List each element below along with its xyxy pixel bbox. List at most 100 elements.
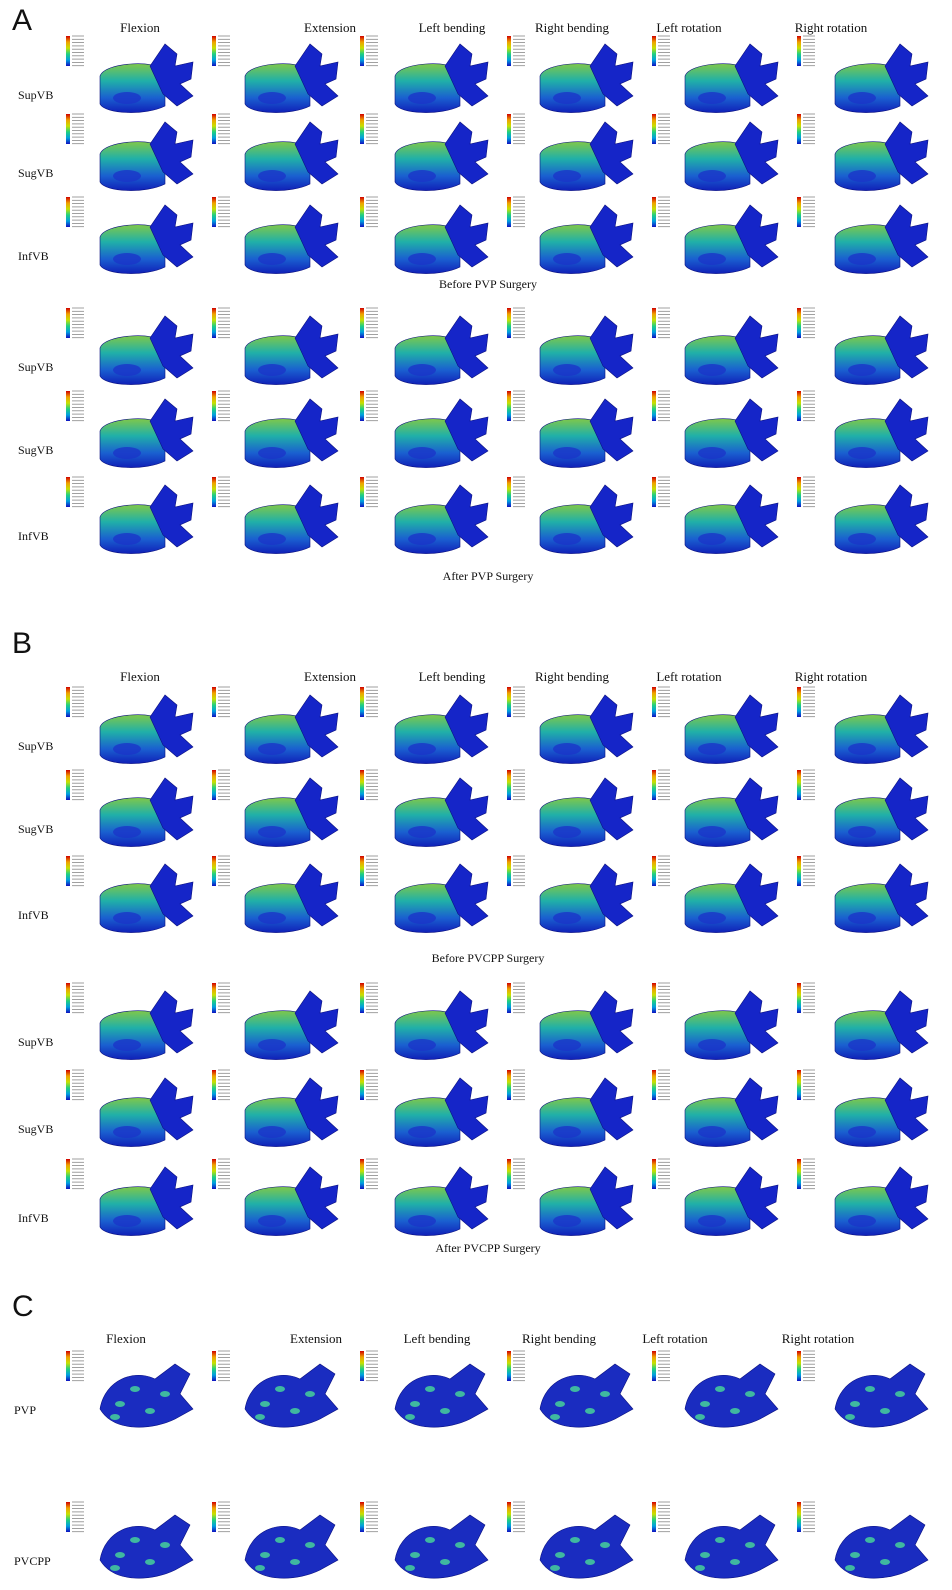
color-legend [212,477,216,507]
row-label: SugVB [18,822,53,836]
vertebra-image [685,1078,778,1147]
column-header: Right bending [522,1331,597,1346]
low-stress-region [408,1039,436,1051]
color-legend [507,1351,511,1381]
stress-spot [425,1537,435,1543]
vertebra-image [395,399,488,468]
low-stress-region [848,364,876,376]
color-legend [66,687,70,717]
low-stress-region [258,912,286,924]
column-header: Flexion [120,669,160,684]
vertebra-image [245,399,338,468]
stress-spot [305,1391,315,1397]
low-stress-region [408,1215,436,1227]
stress-spot [895,1542,905,1548]
vertebra-image [685,1167,778,1236]
stress-spot [700,1552,710,1558]
vertebra-image [395,695,488,764]
color-legend [797,1351,801,1381]
low-stress-region [698,92,726,104]
low-stress-region [698,826,726,838]
column-header: Extension [290,1331,342,1346]
color-legend [360,308,364,338]
low-stress-region [848,743,876,755]
low-stress-region [553,743,581,755]
group-caption: After PVP Surgery [443,569,534,583]
color-legend [360,114,364,144]
low-stress-region [258,743,286,755]
low-stress-region [258,447,286,459]
column-header: Extension [304,669,356,684]
color-legend [507,391,511,421]
row-label: SupVB [18,360,53,374]
color-legend [507,1502,511,1532]
vertebra-image [395,991,488,1060]
row-label: InfVB [18,529,49,543]
low-stress-region [848,1039,876,1051]
low-stress-region [113,826,141,838]
color-legend [507,477,511,507]
vertebra-image [245,1515,338,1578]
low-stress-region [258,1039,286,1051]
vertebra-image [685,485,778,554]
vertebra-image [685,1364,778,1427]
row-label: SugVB [18,443,53,457]
low-stress-region [698,253,726,265]
color-legend [797,477,801,507]
row-label: InfVB [18,908,49,922]
low-stress-region [113,533,141,545]
color-legend [652,114,656,144]
color-legend [360,770,364,800]
low-stress-region [698,533,726,545]
stress-spot [550,1565,560,1571]
low-stress-region [698,170,726,182]
stress-spot [260,1552,270,1558]
column-header: Left rotation [656,20,722,35]
column-header: Flexion [120,20,160,35]
column-header: Right bending [535,669,610,684]
column-header: Left bending [404,1331,471,1346]
vertebra-image [100,1364,193,1427]
color-legend [797,1502,801,1532]
stress-spot [550,1414,560,1420]
color-legend [212,1502,216,1532]
vertebra-image [540,485,633,554]
color-legend [652,1070,656,1100]
vertebra-image [540,1167,633,1236]
vertebra-image [245,316,338,385]
stress-spot [110,1414,120,1420]
low-stress-region [113,253,141,265]
color-legend [797,391,801,421]
low-stress-region [113,1126,141,1138]
vertebra-image [835,695,928,764]
vertebra-image [685,122,778,191]
stress-spot [275,1386,285,1392]
vertebra-image [395,122,488,191]
panel-letter: A [12,4,32,37]
panel-letter: C [12,1290,34,1323]
low-stress-region [848,826,876,838]
stress-spot [745,1542,755,1548]
stress-spot [880,1408,890,1414]
color-legend [212,36,216,66]
color-legend [66,856,70,886]
vertebra-image [100,44,193,113]
low-stress-region [258,533,286,545]
color-legend [212,308,216,338]
stress-spot [600,1391,610,1397]
vertebra-image [835,122,928,191]
color-legend [360,36,364,66]
vertebra-image [540,205,633,274]
stress-spot [115,1552,125,1558]
vertebra-image [685,991,778,1060]
vertebra-image [540,316,633,385]
color-legend [66,308,70,338]
vertebra-image [540,991,633,1060]
color-legend [212,1159,216,1189]
vertebra-image [835,485,928,554]
color-legend [66,1351,70,1381]
low-stress-region [553,1215,581,1227]
color-legend [360,1502,364,1532]
color-legend [212,983,216,1013]
row-label: SugVB [18,166,53,180]
